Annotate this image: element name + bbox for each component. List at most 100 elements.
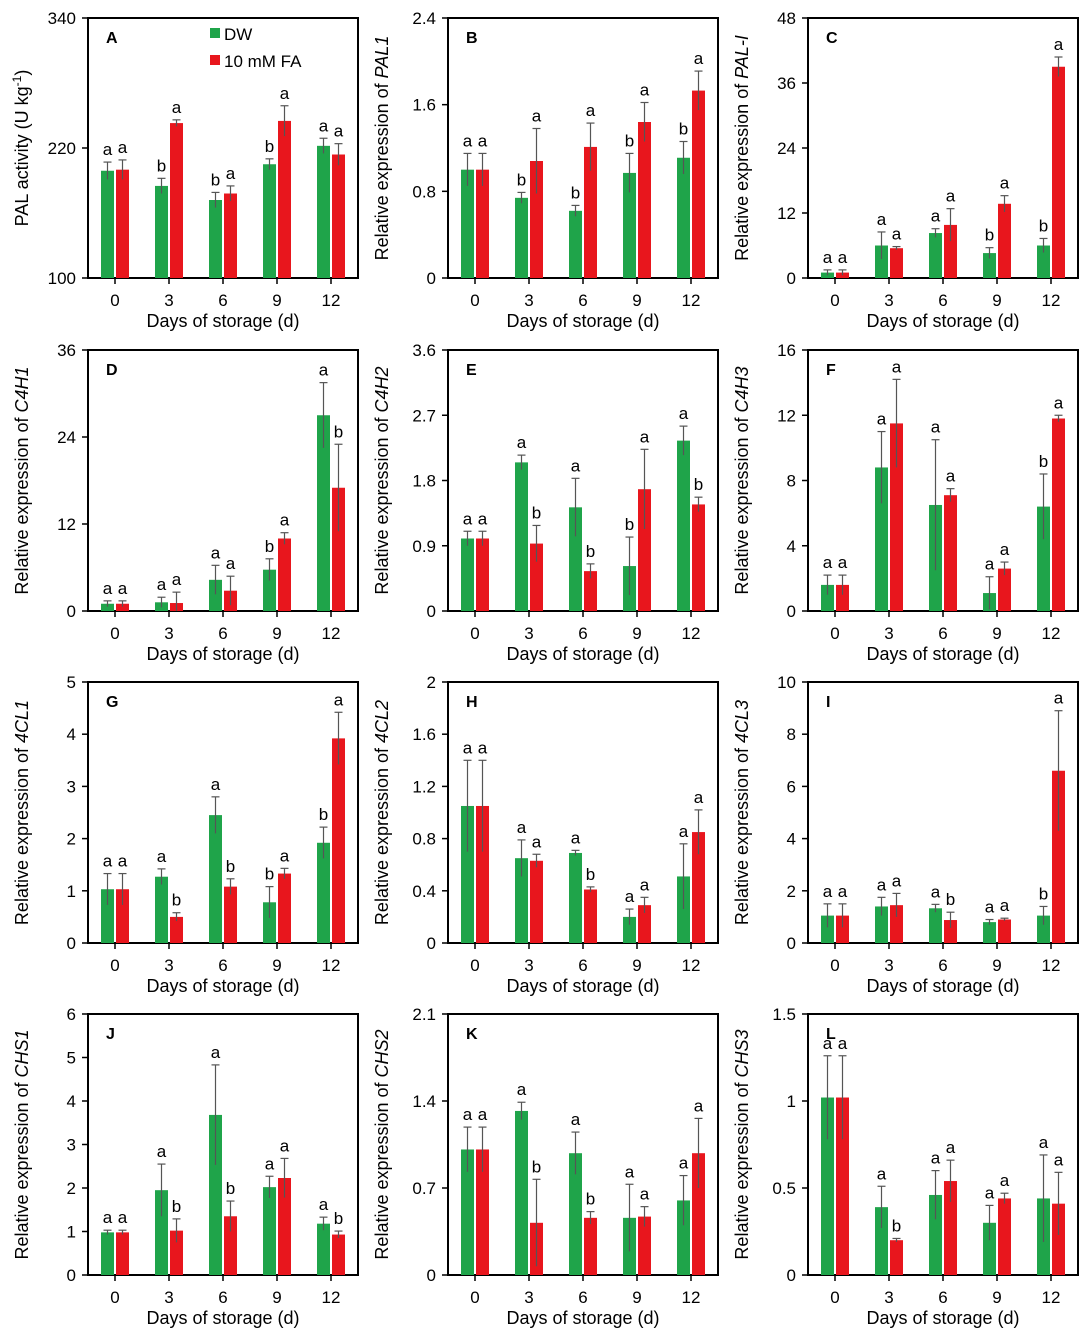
significance-letter: b xyxy=(265,537,274,556)
fa-bar xyxy=(224,1216,237,1275)
fa-bar xyxy=(890,423,903,611)
significance-letter: a xyxy=(1000,1171,1010,1190)
x-axis-label: Days of storage (d) xyxy=(146,311,299,331)
y-tick-label: 1 xyxy=(67,882,76,901)
panel-l: L 0 0.5 1 1.5 0 3 6 9 12 Days of storage (d) Relati… xyxy=(732,1005,1079,1328)
y-tick-label: 12 xyxy=(777,406,796,425)
fa-bar xyxy=(1052,770,1065,943)
significance-letter: a xyxy=(877,210,887,229)
significance-letter: a xyxy=(571,1110,581,1129)
significance-letter: a xyxy=(157,575,167,594)
significance-letter: a xyxy=(118,1208,128,1227)
significance-letter: a xyxy=(694,1096,704,1115)
significance-letter: a xyxy=(517,1080,527,1099)
significance-letter: a xyxy=(823,248,833,267)
x-tick-label: 9 xyxy=(992,291,1001,310)
y-axis-label: Relative expression of PAL-I xyxy=(732,35,752,261)
dw-bar xyxy=(317,145,330,278)
significance-letter: a xyxy=(334,690,344,709)
significance-letter: a xyxy=(571,456,581,475)
fa-bar xyxy=(584,1217,597,1275)
dw-bar xyxy=(461,805,474,943)
x-tick-label: 0 xyxy=(110,956,119,975)
significance-letter: a xyxy=(157,1142,167,1161)
significance-letter: a xyxy=(823,553,833,572)
significance-letter: a xyxy=(532,832,542,851)
panel-label: D xyxy=(106,362,118,379)
fa-bar xyxy=(836,915,849,943)
significance-letter: a xyxy=(517,433,527,452)
y-tick-label: 2 xyxy=(787,882,796,901)
significance-letter: a xyxy=(640,875,650,894)
y-axis-gene-name: 4CL2 xyxy=(372,700,392,743)
fa-bar xyxy=(692,90,705,278)
x-tick-label: 3 xyxy=(524,1288,533,1307)
significance-letter: b xyxy=(694,475,703,494)
plot-frame xyxy=(807,17,1079,279)
fa-bar xyxy=(944,1181,957,1275)
legend-label-dw: DW xyxy=(224,25,252,44)
fa-bar xyxy=(998,919,1011,943)
x-tick-label: 12 xyxy=(322,291,341,310)
fa-bar xyxy=(1052,1203,1065,1275)
x-tick-label: 3 xyxy=(164,291,173,310)
fa-bar xyxy=(332,487,345,611)
legend: DW 10 mM FA xyxy=(210,25,302,71)
significance-letter: a xyxy=(1054,35,1064,54)
dw-bar xyxy=(515,858,528,943)
fa-bar xyxy=(116,603,129,611)
significance-letter: b xyxy=(1039,216,1048,235)
fa-bar xyxy=(638,905,651,943)
fa-bar xyxy=(692,1153,705,1275)
dw-bar xyxy=(101,889,114,943)
significance-letter: b xyxy=(586,542,595,561)
dw-bar xyxy=(821,915,834,943)
x-axis-label: Days of storage (d) xyxy=(866,311,1019,331)
y-tick-label: 36 xyxy=(777,74,796,93)
y-axis-label-superscript: -1 xyxy=(10,75,24,86)
significance-letter: a xyxy=(319,116,329,135)
panel-k: K 0 0.7 1.4 2.1 0 3 6 9 12 Days of storage (d) Rela… xyxy=(372,1005,719,1328)
significance-letter: a xyxy=(931,1149,941,1168)
y-axis-gene-name: CHS1 xyxy=(12,1029,32,1077)
significance-letter: b xyxy=(985,226,994,245)
dw-bar xyxy=(875,1207,888,1275)
fa-bar xyxy=(116,1232,129,1275)
significance-letter: a xyxy=(211,775,221,794)
x-tick-label: 0 xyxy=(110,624,119,643)
dw-bar xyxy=(983,1222,996,1275)
y-axis-label-text: Relative expression of xyxy=(732,79,752,261)
x-tick-label: 3 xyxy=(884,624,893,643)
significance-letter: a xyxy=(103,852,113,871)
dw-bar xyxy=(875,906,888,943)
dw-bar xyxy=(929,233,942,278)
dw-bar xyxy=(677,157,690,278)
significance-letter: b xyxy=(211,170,220,189)
y-tick-label: 0.7 xyxy=(412,1179,436,1198)
y-tick-label: 8 xyxy=(787,725,796,744)
significance-letter: a xyxy=(211,543,221,562)
dw-bar xyxy=(569,210,582,278)
x-tick-label: 0 xyxy=(830,624,839,643)
significance-letter: a xyxy=(877,410,887,429)
y-axis-label: Relative expression of CHS3 xyxy=(732,1029,752,1259)
x-tick-label: 12 xyxy=(682,1288,701,1307)
significance-letter: b xyxy=(265,137,274,156)
y-tick-label: 1.4 xyxy=(412,1092,436,1111)
significance-letter: b xyxy=(586,1190,595,1209)
y-axis-gene-name: C4H2 xyxy=(372,366,392,412)
y-tick-label: 0 xyxy=(787,934,796,953)
y-axis-gene-name: PAL-I xyxy=(732,35,752,79)
significance-letter: a xyxy=(334,122,344,141)
x-tick-label: 6 xyxy=(218,624,227,643)
x-tick-label: 3 xyxy=(884,1288,893,1307)
fa-bar xyxy=(584,146,597,278)
significance-letter: a xyxy=(118,579,128,598)
significance-letter: b xyxy=(226,857,235,876)
y-tick-label: 2.7 xyxy=(412,406,436,425)
dw-bar xyxy=(461,169,474,278)
significance-letter: a xyxy=(478,1105,488,1124)
significance-letter: b xyxy=(571,183,580,202)
y-tick-label: 1.8 xyxy=(412,472,436,491)
